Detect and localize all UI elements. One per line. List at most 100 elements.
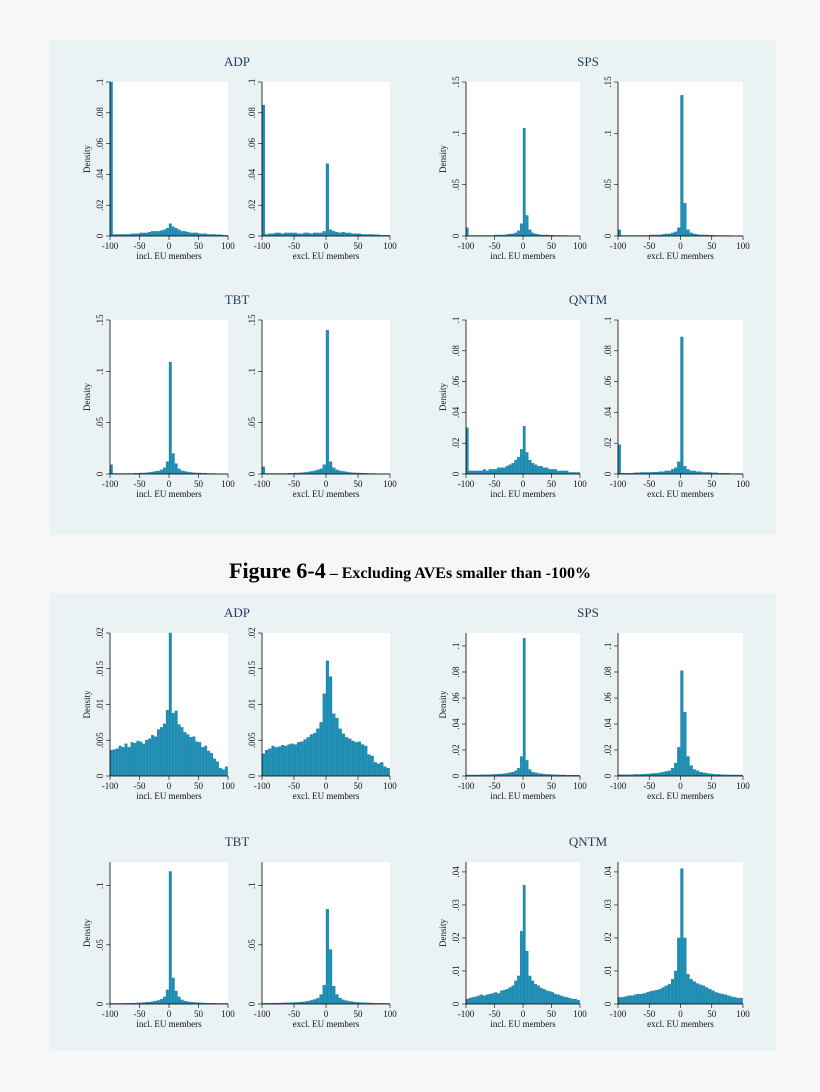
histogram-bar bbox=[325, 163, 329, 237]
histogram-bar bbox=[145, 740, 149, 777]
histogram-bar bbox=[357, 741, 361, 777]
histogram-bar bbox=[471, 470, 475, 475]
histogram-bar bbox=[508, 464, 512, 475]
histogram-bar bbox=[189, 232, 193, 237]
histogram-bar bbox=[297, 742, 301, 777]
histogram-bar bbox=[284, 745, 288, 777]
histogram-bar bbox=[332, 231, 336, 237]
y-axis-label: Density bbox=[82, 145, 92, 173]
histogram-bar bbox=[502, 467, 506, 475]
histogram-bar bbox=[522, 884, 526, 1005]
histogram-bar bbox=[290, 743, 294, 777]
histogram-bar bbox=[670, 768, 675, 777]
histogram-bar bbox=[664, 771, 668, 777]
y-tick-label: .04 bbox=[451, 718, 461, 730]
y-tick-label: .08 bbox=[95, 107, 105, 119]
histogram-bar bbox=[313, 732, 317, 777]
histogram-bar bbox=[261, 104, 265, 237]
y-tick-label: .08 bbox=[451, 345, 461, 357]
histogram-bar bbox=[159, 469, 163, 475]
histogram-bar bbox=[195, 232, 199, 237]
y-tick-label: .015 bbox=[247, 660, 257, 676]
histogram-bar bbox=[319, 468, 323, 475]
histogram-bar bbox=[335, 994, 339, 1005]
histogram-bar bbox=[514, 232, 518, 237]
plot-area-top-adp-incl bbox=[110, 82, 228, 236]
histogram-bar bbox=[667, 470, 671, 475]
histogram-bar bbox=[157, 1000, 160, 1005]
y-tick-label: .15 bbox=[95, 314, 105, 326]
histogram-bar bbox=[520, 931, 523, 1005]
histogram-bar bbox=[683, 712, 687, 777]
histogram-bar bbox=[224, 766, 228, 777]
y-tick-label: .015 bbox=[95, 660, 105, 676]
histogram-bar bbox=[168, 361, 172, 475]
histogram-bar bbox=[551, 992, 555, 1005]
y-tick-label: .05 bbox=[247, 939, 257, 951]
x-tick-label: -50 bbox=[134, 781, 146, 791]
y-tick-label: .005 bbox=[95, 732, 105, 748]
histogram-bar bbox=[545, 467, 549, 475]
histogram-bar bbox=[548, 469, 552, 475]
histogram-bar bbox=[557, 994, 560, 1005]
histogram-bar bbox=[130, 742, 134, 777]
histogram-bar bbox=[313, 470, 317, 475]
x-axis-label: incl. EU members bbox=[136, 251, 202, 261]
x-tick-label: 50 bbox=[547, 241, 557, 251]
x-axis-label: incl. EU members bbox=[490, 1019, 556, 1029]
x-tick-label: -50 bbox=[643, 781, 655, 791]
y-tick-label: .02 bbox=[603, 932, 613, 943]
histogram-bar bbox=[332, 986, 336, 1005]
histogram-bar bbox=[565, 997, 569, 1005]
histogram-bar bbox=[674, 970, 678, 1005]
y-tick-label: .05 bbox=[95, 939, 105, 951]
y-tick-label: 0 bbox=[603, 773, 613, 778]
y-tick-label: .15 bbox=[451, 76, 461, 88]
histogram-bar bbox=[306, 232, 310, 237]
histogram-bar bbox=[534, 464, 538, 475]
histogram-bar bbox=[171, 453, 175, 475]
histogram-bar bbox=[329, 461, 333, 475]
histogram-bar bbox=[133, 742, 137, 777]
histogram-bar bbox=[539, 466, 543, 475]
histogram-bar bbox=[474, 996, 478, 1005]
histogram-bar bbox=[171, 977, 175, 1005]
section-title-qntm: QNTM bbox=[569, 834, 608, 849]
histogram-bar bbox=[316, 728, 320, 777]
histogram-bar bbox=[207, 750, 211, 777]
histogram-bar bbox=[695, 983, 700, 1005]
x-tick-label: 100 bbox=[221, 241, 235, 251]
x-tick-label: -100 bbox=[458, 241, 475, 251]
histogram-bar bbox=[565, 470, 569, 475]
y-tick-label: 0 bbox=[603, 233, 613, 238]
histogram-bar bbox=[699, 984, 703, 1005]
histogram-bar bbox=[557, 470, 560, 475]
x-tick-label: -100 bbox=[102, 1009, 119, 1019]
x-tick-label: -50 bbox=[288, 479, 300, 489]
histogram-bar bbox=[624, 996, 628, 1005]
y-tick-label: .03 bbox=[603, 899, 613, 911]
y-tick-label: .02 bbox=[603, 744, 613, 755]
x-tick-label: 100 bbox=[736, 1009, 750, 1019]
section-title-adp: ADP bbox=[224, 54, 250, 69]
histogram-bar bbox=[514, 980, 518, 1005]
y-tick-label: .02 bbox=[451, 744, 461, 755]
histogram-bar bbox=[680, 670, 684, 777]
histogram-bar bbox=[383, 766, 387, 777]
x-tick-label: -50 bbox=[489, 479, 501, 489]
histogram-bar bbox=[322, 984, 326, 1005]
x-tick-label: 50 bbox=[547, 1009, 557, 1019]
x-tick-label: 50 bbox=[354, 479, 364, 489]
histogram-bar bbox=[488, 469, 492, 475]
y-tick-label: .02 bbox=[247, 200, 257, 211]
histogram-bar bbox=[511, 463, 515, 475]
histogram-bar bbox=[319, 994, 323, 1005]
histogram-bar bbox=[322, 464, 326, 475]
x-axis-label: incl. EU members bbox=[136, 791, 202, 801]
histogram-bar bbox=[554, 469, 557, 475]
histogram-bar bbox=[127, 747, 131, 777]
histogram-bar bbox=[574, 998, 577, 1005]
section-title-sps: SPS bbox=[577, 54, 599, 69]
